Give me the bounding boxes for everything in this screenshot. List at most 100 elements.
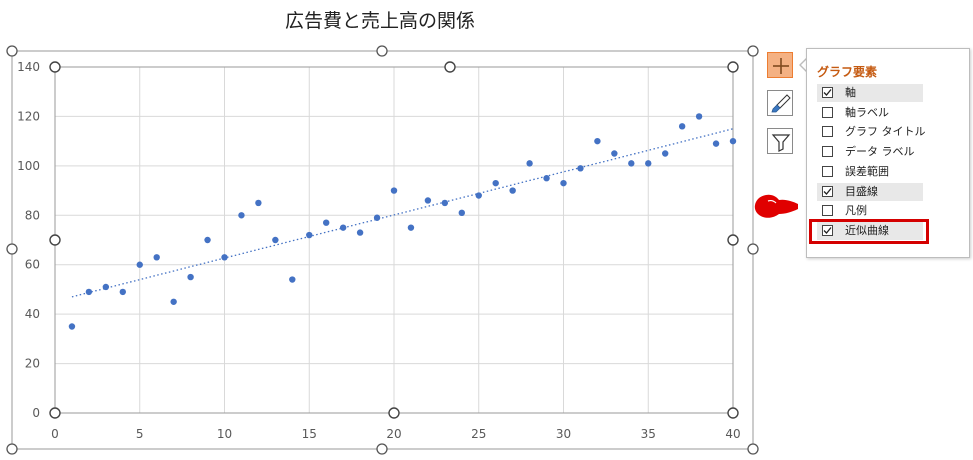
data-point [102, 283, 110, 291]
data-point [323, 219, 330, 226]
x-tick-label: 20 [386, 427, 401, 441]
data-point [272, 236, 279, 244]
checkbox-checked[interactable] [822, 225, 833, 236]
chart-filters-button[interactable] [767, 128, 793, 154]
panel-item[interactable]: グラフ タイトル [817, 123, 926, 141]
panel-item[interactable]: 軸 [817, 84, 923, 102]
y-tick-label: 140 [17, 60, 40, 74]
data-point [373, 214, 381, 221]
data-point [289, 276, 296, 283]
checkmark-icon [823, 188, 832, 195]
checkbox-checked[interactable] [822, 87, 833, 98]
panel-item-label: 軸ラベル [845, 106, 889, 119]
y-tick-label: 0 [32, 406, 40, 420]
data-point [339, 224, 347, 231]
chart-resize-handle[interactable] [747, 443, 759, 455]
x-tick-label: 40 [725, 427, 740, 441]
panel-item-label: 近似曲線 [845, 224, 889, 237]
data-point [729, 137, 737, 145]
data-point [695, 113, 703, 120]
x-tick-label: 35 [641, 427, 656, 441]
data-point [628, 160, 635, 167]
panel-item[interactable]: 軸ラベル [817, 104, 923, 122]
data-point [306, 231, 313, 239]
data-point [458, 209, 465, 217]
chart-resize-handle[interactable] [6, 45, 18, 57]
panel-item[interactable]: 凡例 [817, 202, 923, 220]
scatter-chart[interactable]: 0 20 40 60 80 100 120 140 0 5 10 15 20 25 30 35 40 [0, 0, 780, 460]
checkbox-unchecked[interactable] [822, 107, 833, 118]
panel-item[interactable]: 誤差範囲 [817, 163, 923, 181]
data-point [543, 175, 550, 182]
checkmark-icon [823, 89, 832, 96]
plot-resize-handle[interactable] [727, 407, 739, 419]
panel-item-label: 目盛線 [845, 185, 878, 198]
data-point [712, 140, 720, 147]
data-point [390, 187, 398, 194]
y-tick-label: 120 [17, 109, 40, 123]
chart-elements-panel: グラフ要素 軸軸ラベルグラフ タイトルデータ ラベル 誤差範囲目盛線凡例近似曲線 [806, 48, 970, 258]
data-point [356, 229, 364, 236]
pointing-hand-icon [754, 194, 798, 218]
panel-item-label: 誤差範囲 [845, 165, 889, 178]
data-point [560, 179, 567, 187]
plot-resize-handle[interactable] [49, 407, 61, 419]
chart-resize-handle[interactable] [376, 45, 388, 57]
chart-title[interactable]: 広告費と売上高の関係 [284, 10, 475, 32]
panel-title: グラフ要素 [817, 65, 878, 79]
data-point [441, 199, 449, 207]
plot-resize-handle[interactable] [727, 61, 739, 73]
y-tick-label: 40 [25, 307, 40, 321]
x-tick-label: 10 [217, 427, 232, 441]
data-point [238, 212, 245, 219]
chart-resize-handle[interactable] [6, 443, 18, 455]
trendline [71, 128, 734, 298]
chart-elements-button[interactable] [767, 52, 793, 78]
chart-styles-button[interactable] [767, 90, 793, 116]
panel-item[interactable]: 近似曲線 [817, 222, 923, 240]
filter-icon [771, 134, 791, 152]
plot-resize-handle[interactable] [727, 234, 739, 246]
y-tick-label: 60 [25, 258, 40, 272]
panel-item[interactable]: 目盛線 [817, 183, 923, 201]
chart-area-frame [11, 50, 754, 450]
x-tick-label: 25 [471, 427, 486, 441]
chart-resize-handle[interactable] [747, 243, 759, 255]
checkbox-unchecked[interactable] [822, 126, 833, 137]
panel-item-label: データ ラベル [845, 145, 915, 158]
plot-resize-handle[interactable] [49, 61, 61, 73]
data-point [136, 261, 143, 268]
plot-resize-handle[interactable] [49, 234, 61, 246]
chart-resize-handle[interactable] [6, 243, 18, 255]
brush-icon [771, 94, 791, 113]
data-point [492, 179, 499, 187]
data-point [119, 288, 127, 296]
checkbox-checked[interactable] [822, 186, 833, 197]
panel-item-label: 軸 [845, 86, 856, 99]
y-tick-label: 80 [25, 208, 40, 222]
data-point [611, 150, 618, 157]
data-point [645, 160, 652, 167]
x-tick-label: 0 [51, 427, 59, 441]
chart-resize-handle[interactable] [376, 443, 388, 455]
y-tick-label: 100 [17, 159, 40, 173]
x-tick-label: 5 [136, 427, 144, 441]
checkbox-unchecked[interactable] [822, 205, 833, 216]
data-point [475, 192, 482, 199]
panel-item[interactable]: データ ラベル [817, 143, 923, 161]
y-tick-label: 20 [25, 357, 40, 371]
plot-resize-handle[interactable] [444, 61, 456, 73]
plot-resize-handle[interactable] [388, 407, 400, 419]
checkbox-unchecked[interactable] [822, 146, 833, 157]
x-tick-label: 15 [302, 427, 317, 441]
checkbox-unchecked[interactable] [822, 166, 833, 177]
data-point [662, 150, 669, 157]
data-point [594, 137, 601, 145]
chart-resize-handle[interactable] [747, 45, 759, 57]
data-point [204, 236, 211, 244]
data-point [407, 224, 415, 231]
plus-icon [773, 58, 789, 74]
data-point [255, 199, 262, 207]
data-point [221, 254, 228, 261]
